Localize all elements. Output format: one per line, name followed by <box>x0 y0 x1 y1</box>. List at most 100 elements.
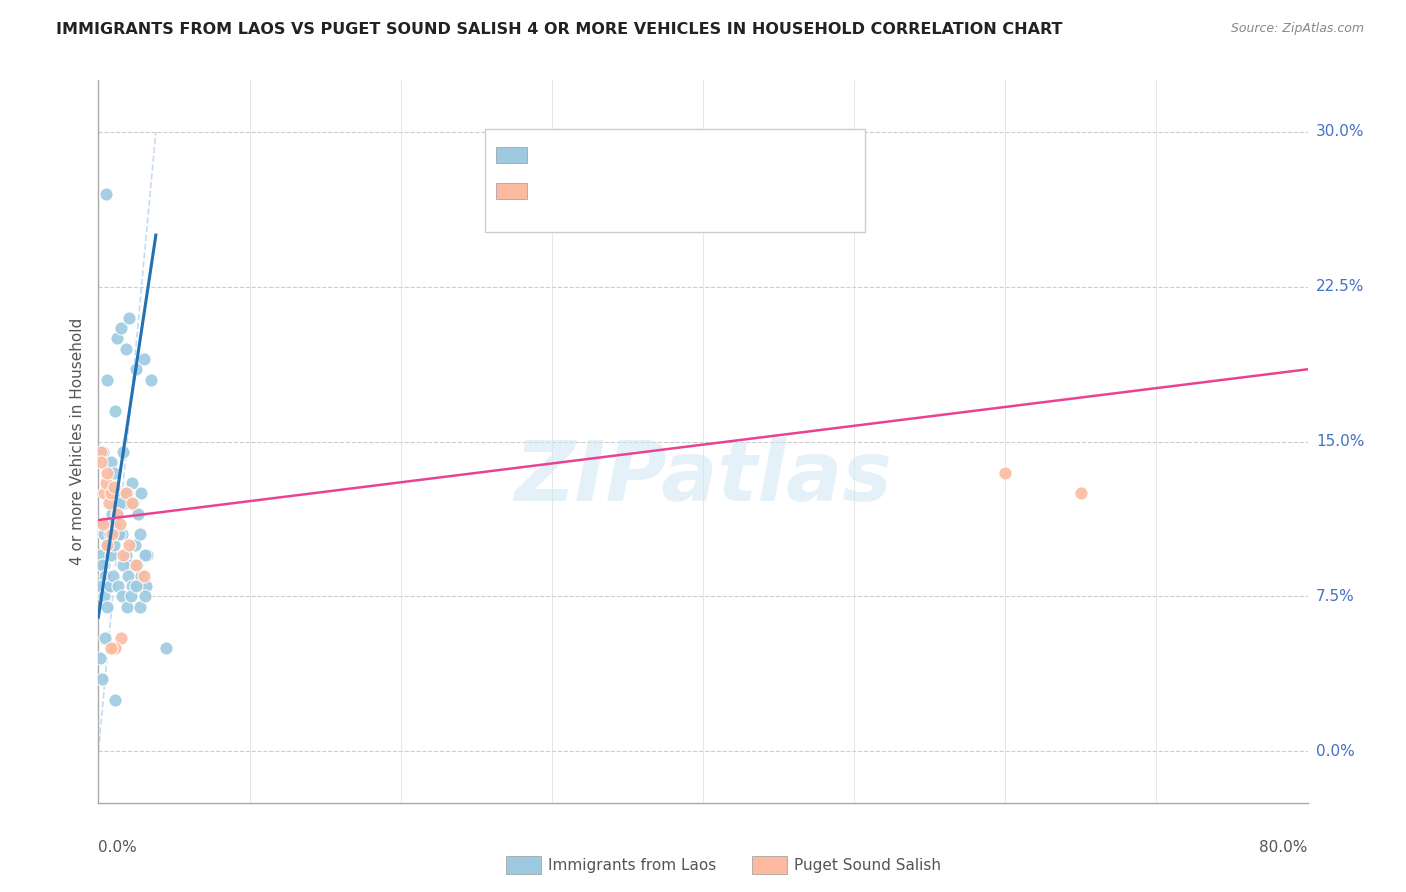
Point <box>110 631 132 645</box>
Point <box>96 466 118 480</box>
Point <box>108 496 131 510</box>
Text: 22.5%: 22.5% <box>1316 279 1364 294</box>
Point <box>124 538 146 552</box>
Text: 30.0%: 30.0% <box>1316 124 1364 139</box>
Point <box>103 538 125 552</box>
Point <box>90 548 112 562</box>
Text: R = 0.399   N = 24: R = 0.399 N = 24 <box>534 184 679 198</box>
Point <box>125 558 148 573</box>
Point <box>155 640 177 655</box>
Point <box>93 590 115 604</box>
Text: 80.0%: 80.0% <box>1260 840 1308 855</box>
Point <box>114 486 136 500</box>
Point <box>100 455 122 469</box>
Point <box>117 568 139 582</box>
Point <box>994 466 1017 480</box>
Point <box>107 579 129 593</box>
Point <box>101 517 124 532</box>
Point <box>105 507 128 521</box>
Point <box>90 672 112 686</box>
Point <box>105 331 128 345</box>
Point <box>90 455 112 469</box>
Point <box>111 445 134 459</box>
Text: R = 0.423   N = 68: R = 0.423 N = 68 <box>534 148 679 162</box>
Point <box>104 403 127 417</box>
Point <box>120 558 142 573</box>
Point <box>112 558 135 573</box>
Point <box>96 538 118 552</box>
Point <box>96 373 118 387</box>
Point <box>101 507 124 521</box>
Point <box>131 568 153 582</box>
Point <box>122 496 145 510</box>
Point <box>125 558 148 573</box>
Point <box>121 579 143 593</box>
Point <box>125 362 148 376</box>
Text: Puget Sound Salish: Puget Sound Salish <box>794 858 942 872</box>
Point <box>98 579 121 593</box>
Text: IMMIGRANTS FROM LAOS VS PUGET SOUND SALISH 4 OR MORE VEHICLES IN HOUSEHOLD CORRE: IMMIGRANTS FROM LAOS VS PUGET SOUND SALI… <box>56 22 1063 37</box>
Point <box>103 568 125 582</box>
Point <box>112 496 135 510</box>
Point <box>91 517 114 532</box>
Point <box>110 321 132 335</box>
Point <box>94 568 117 582</box>
Text: 0.0%: 0.0% <box>1316 744 1354 759</box>
Point <box>132 351 155 366</box>
Point <box>97 579 120 593</box>
Point <box>111 548 134 562</box>
Point <box>104 692 127 706</box>
Point <box>121 475 143 490</box>
Point <box>100 640 122 655</box>
Text: Source: ZipAtlas.com: Source: ZipAtlas.com <box>1230 22 1364 36</box>
Point <box>100 486 122 500</box>
Point <box>127 507 149 521</box>
Point <box>108 527 131 541</box>
Point <box>94 475 117 490</box>
Point <box>90 579 112 593</box>
Point <box>98 496 121 510</box>
Point <box>108 517 131 532</box>
Point <box>91 558 114 573</box>
Point <box>114 342 136 356</box>
Point <box>103 480 125 494</box>
Point <box>118 538 141 552</box>
Point <box>132 568 155 582</box>
Point <box>93 527 115 541</box>
Point <box>115 486 138 500</box>
Point <box>135 579 157 593</box>
Point <box>120 590 142 604</box>
Point <box>98 527 121 541</box>
Point <box>111 590 134 604</box>
Point <box>135 548 157 562</box>
Point <box>121 496 143 510</box>
Point <box>129 527 152 541</box>
Point <box>93 486 115 500</box>
Point <box>93 558 115 573</box>
Point <box>111 527 134 541</box>
Text: 0.0%: 0.0% <box>98 840 138 855</box>
Point <box>91 445 114 459</box>
Point <box>134 548 156 562</box>
Point <box>90 517 112 532</box>
Point <box>129 486 152 500</box>
Point <box>101 527 124 541</box>
Y-axis label: 4 or more Vehicles in Household: 4 or more Vehicles in Household <box>69 318 84 566</box>
Point <box>1070 486 1092 500</box>
Point <box>94 631 117 645</box>
Text: 7.5%: 7.5% <box>1316 589 1354 604</box>
Point <box>100 548 122 562</box>
Point <box>89 651 111 665</box>
Point <box>94 186 117 201</box>
Text: 15.0%: 15.0% <box>1316 434 1364 449</box>
Point <box>141 373 163 387</box>
Point <box>98 538 121 552</box>
Point <box>107 486 129 500</box>
Point <box>103 466 125 480</box>
Point <box>118 310 141 325</box>
Point <box>125 579 148 593</box>
Point <box>104 640 127 655</box>
Point <box>96 599 118 614</box>
Point <box>105 507 128 521</box>
Point <box>96 538 118 552</box>
